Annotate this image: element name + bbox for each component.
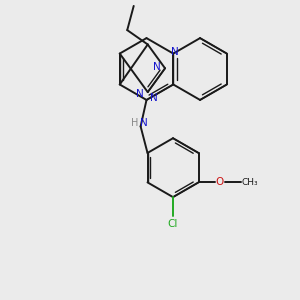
Text: N: N	[136, 88, 143, 99]
Text: H: H	[131, 118, 138, 128]
Text: Cl: Cl	[168, 219, 178, 229]
Text: N: N	[140, 118, 147, 128]
Text: CH₃: CH₃	[242, 178, 258, 187]
Text: N: N	[153, 62, 161, 72]
Text: N: N	[172, 46, 179, 56]
Text: O: O	[216, 177, 224, 188]
Text: N: N	[150, 94, 158, 103]
